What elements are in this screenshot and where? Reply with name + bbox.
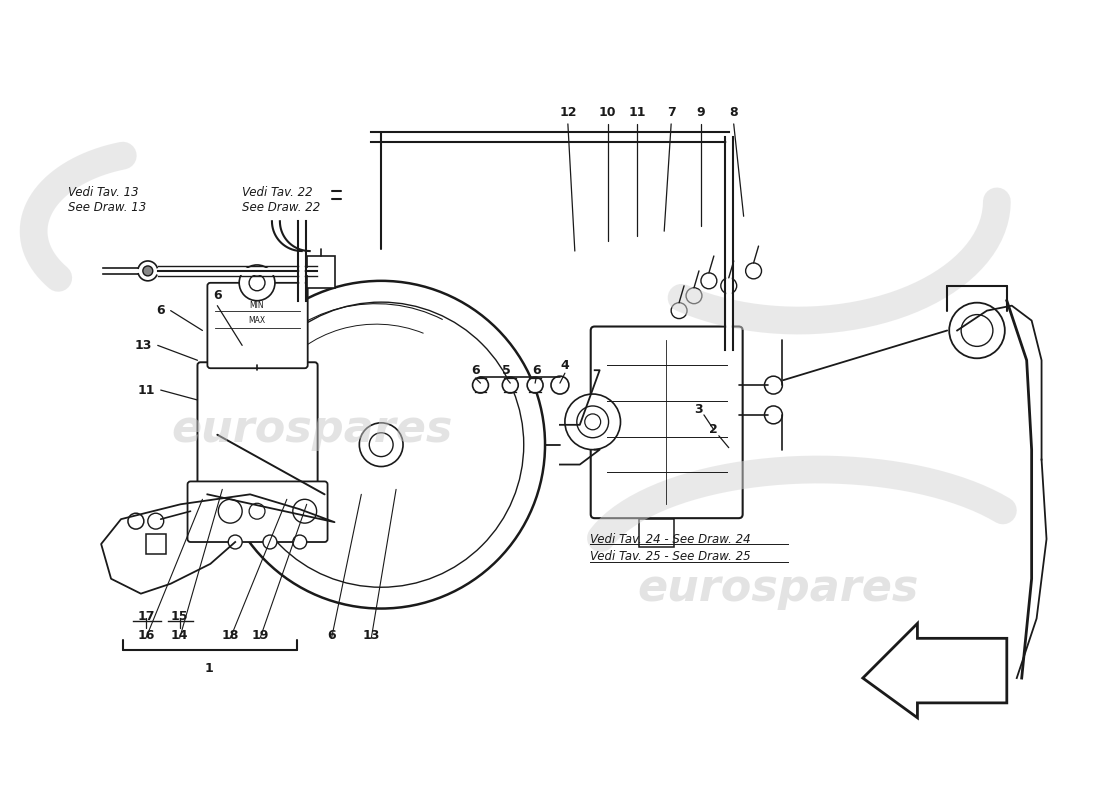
Circle shape <box>128 514 144 529</box>
Circle shape <box>147 514 164 529</box>
Circle shape <box>949 302 1004 358</box>
Circle shape <box>746 263 761 279</box>
Circle shape <box>671 302 688 318</box>
Text: 6: 6 <box>471 364 480 377</box>
FancyBboxPatch shape <box>208 283 308 368</box>
Text: MAX: MAX <box>249 316 265 325</box>
Text: eurospares: eurospares <box>638 567 920 610</box>
Text: 13: 13 <box>134 339 152 352</box>
Circle shape <box>249 503 265 519</box>
Circle shape <box>764 406 782 424</box>
Text: 11: 11 <box>138 383 155 397</box>
Text: 2: 2 <box>710 423 718 436</box>
Text: 3: 3 <box>694 403 703 417</box>
Text: See Draw. 22: See Draw. 22 <box>242 202 320 214</box>
Circle shape <box>503 377 518 393</box>
Circle shape <box>239 302 524 587</box>
Circle shape <box>293 535 307 549</box>
Text: Vedi Tav. 13: Vedi Tav. 13 <box>68 186 139 199</box>
Text: 6: 6 <box>213 290 221 302</box>
Bar <box>307 256 334 288</box>
Text: eurospares: eurospares <box>170 408 452 451</box>
Text: Vedi Tav. 22: Vedi Tav. 22 <box>242 186 312 199</box>
Text: 17: 17 <box>138 610 155 623</box>
Text: 15: 15 <box>170 610 188 623</box>
Circle shape <box>576 406 608 438</box>
Text: 5: 5 <box>502 364 510 377</box>
Circle shape <box>249 275 265 290</box>
Circle shape <box>143 266 153 276</box>
Circle shape <box>218 281 544 609</box>
Circle shape <box>565 394 620 450</box>
Text: MIN: MIN <box>250 301 264 310</box>
Circle shape <box>473 377 488 393</box>
Text: 18: 18 <box>221 629 239 642</box>
Text: 6: 6 <box>531 364 540 377</box>
Text: 11: 11 <box>628 106 646 118</box>
Circle shape <box>720 278 737 294</box>
Text: See Draw. 13: See Draw. 13 <box>68 202 146 214</box>
Circle shape <box>360 423 403 466</box>
Text: 14: 14 <box>170 629 188 642</box>
Polygon shape <box>862 623 1006 718</box>
Circle shape <box>961 314 993 346</box>
FancyBboxPatch shape <box>187 482 328 542</box>
Text: 8: 8 <box>729 106 738 118</box>
Text: 6: 6 <box>156 304 165 317</box>
Bar <box>639 519 674 547</box>
Bar <box>146 534 166 554</box>
Text: 4: 4 <box>561 358 570 372</box>
Text: 12: 12 <box>559 106 576 118</box>
Text: 1: 1 <box>205 662 213 674</box>
Text: 10: 10 <box>598 106 616 118</box>
Text: 6: 6 <box>327 629 336 642</box>
Circle shape <box>229 535 242 549</box>
Circle shape <box>701 273 717 289</box>
Circle shape <box>764 376 782 394</box>
Circle shape <box>239 265 275 301</box>
Circle shape <box>527 377 543 393</box>
Text: 7: 7 <box>667 106 675 118</box>
Text: 9: 9 <box>696 106 705 118</box>
Text: Vedi Tav. 24 - See Draw. 24: Vedi Tav. 24 - See Draw. 24 <box>590 533 750 546</box>
Circle shape <box>585 414 601 430</box>
Text: Vedi Tav. 25 - See Draw. 25: Vedi Tav. 25 - See Draw. 25 <box>590 550 750 563</box>
Circle shape <box>370 433 393 457</box>
FancyBboxPatch shape <box>591 326 742 518</box>
Circle shape <box>293 499 317 523</box>
Circle shape <box>686 288 702 304</box>
Text: 16: 16 <box>138 629 154 642</box>
Text: 13: 13 <box>363 629 379 642</box>
Text: 19: 19 <box>251 629 268 642</box>
Circle shape <box>138 261 157 281</box>
Circle shape <box>551 376 569 394</box>
FancyBboxPatch shape <box>198 362 318 487</box>
Circle shape <box>263 535 277 549</box>
Circle shape <box>218 499 242 523</box>
